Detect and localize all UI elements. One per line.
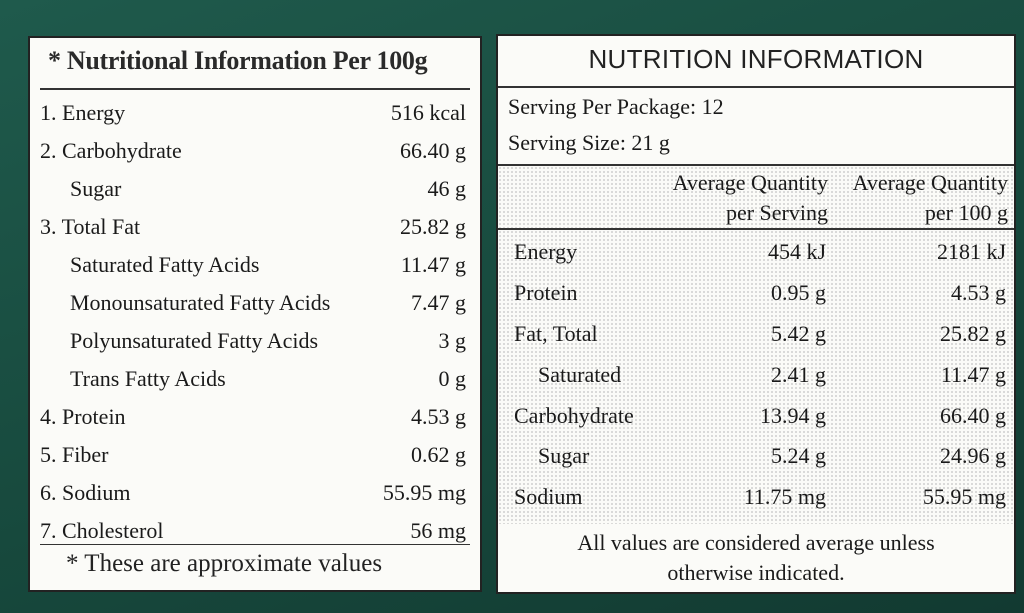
- nutrient-label: 3. Total Fat: [40, 214, 141, 239]
- nutrient-value: 0 g: [438, 366, 467, 391]
- nutrient-row: Trans Fatty Acids 0 g: [40, 360, 466, 398]
- nutrient-value: 7.47 g: [411, 290, 466, 315]
- table-row-label: Fat, Total: [514, 320, 598, 346]
- right-footnote: All values are considered average unless…: [498, 524, 1014, 588]
- nutrient-label: Trans Fatty Acids: [70, 366, 226, 391]
- nutrient-row: Sugar 46 g: [40, 170, 466, 208]
- header-divider: [498, 228, 1014, 230]
- nutrient-label: Sugar: [70, 176, 122, 201]
- nutrient-value: 4.53 g: [411, 404, 466, 429]
- left-panel-title: * Nutritional Information Per 100g: [48, 46, 428, 75]
- right-footnote-line2: otherwise indicated.: [667, 560, 845, 585]
- nutrient-label: 1. Energy: [40, 100, 126, 125]
- nutrient-label: Polyunsaturated Fatty Acids: [70, 328, 319, 353]
- title-divider: [40, 88, 470, 90]
- nutrient-label: 4. Protein: [40, 404, 126, 429]
- table-row: Carbohydrate 13.94 g 66.40 g: [514, 395, 1006, 436]
- per-100g-value: 4.53 g: [951, 280, 1006, 306]
- table-row-label: Carbohydrate: [514, 402, 634, 428]
- per-serving-header-line2: per Serving: [725, 200, 828, 225]
- table-row: Sugar 5.24 g 24.96 g: [514, 436, 1006, 477]
- table-row-label: Saturated: [538, 361, 622, 387]
- nutrition-information-panel: NUTRITION INFORMATION Serving Per Packag…: [496, 34, 1016, 594]
- nutrient-value: 11.47 g: [400, 252, 466, 277]
- per-100g-value: 55.95 mg: [922, 484, 1006, 510]
- per-serving-value: 5.24 g: [771, 443, 826, 469]
- nutrient-label: 7. Cholesterol: [40, 518, 164, 543]
- nutrient-row: 1. Energy 516 kcal: [40, 94, 466, 132]
- serving-size: Serving Size: 21 g: [508, 130, 670, 155]
- per-serving-value: 5.42 g: [771, 320, 826, 346]
- nutrition-per-100g-panel: * Nutritional Information Per 100g 1. En…: [28, 36, 482, 592]
- nutrient-row: 7. Cholesterol 56 mg: [40, 512, 466, 550]
- nutrient-value: 25.82 g: [400, 214, 466, 239]
- serving-divider: [498, 164, 1014, 166]
- per-serving-value: 13.94 g: [760, 402, 826, 428]
- nutrient-value: 516 kcal: [390, 100, 466, 125]
- per-serving-value: 0.95 g: [771, 280, 826, 306]
- table-row-label: Energy: [514, 239, 578, 265]
- per-100g-value: 24.96 g: [940, 443, 1006, 469]
- table-row: Saturated 2.41 g 11.47 g: [514, 354, 1006, 395]
- per-100g-value: 11.47 g: [940, 361, 1006, 387]
- left-nutrient-list: 1. Energy 516 kcal 2. Carbohydrate 66.40 g S…: [40, 94, 466, 550]
- table-row: Energy 454 kJ 2181 kJ: [514, 232, 1006, 273]
- nutrient-value: 56 mg: [410, 518, 466, 543]
- nutrient-label: Monounsaturated Fatty Acids: [70, 290, 331, 315]
- nutrient-row: 5. Fiber 0.62 g: [40, 436, 466, 474]
- per-serving-header: Average Quantity per Serving: [638, 168, 828, 228]
- left-footnote: * These are approximate values: [66, 550, 383, 577]
- nutrient-label: 6. Sodium: [40, 480, 131, 505]
- nutrient-value: 3 g: [438, 328, 467, 353]
- per-100g-value: 2181 kJ: [936, 239, 1006, 265]
- nutrient-value: 66.40 g: [400, 138, 466, 163]
- right-nutrient-table: Energy 454 kJ 2181 kJ Protein 0.95 g 4.53 g Fa…: [514, 232, 1006, 518]
- nutrient-row: 3. Total Fat 25.82 g: [40, 208, 466, 246]
- table-row: Sodium 11.75 mg 55.95 mg: [514, 477, 1006, 518]
- per-serving-value: 2.41 g: [771, 361, 826, 387]
- serving-per-package: Serving Per Package: 12: [508, 94, 724, 119]
- per-serving-value: 454 kJ: [767, 239, 826, 265]
- footnote-divider: [40, 544, 470, 545]
- table-row-label: Sodium: [514, 484, 583, 510]
- nutrient-value: 55.95 mg: [382, 480, 466, 505]
- table-row: Fat, Total 5.42 g 25.82 g: [514, 314, 1006, 355]
- nutrient-label: Saturated Fatty Acids: [70, 252, 260, 277]
- per-100g-value: 66.40 g: [940, 402, 1006, 428]
- nutrient-label: 2. Carbohydrate: [40, 138, 182, 163]
- right-footnote-line1: All values are considered average unless: [577, 530, 935, 555]
- per-serving-value: 11.75 mg: [743, 484, 826, 510]
- per-100g-header: Average Quantity per 100 g: [818, 168, 1008, 228]
- nutrient-row: Saturated Fatty Acids 11.47 g: [40, 246, 466, 284]
- table-row-label: Sugar: [538, 443, 590, 469]
- per-serving-header-line1: Average Quantity: [672, 170, 828, 195]
- nutrient-row: Monounsaturated Fatty Acids 7.47 g: [40, 284, 466, 322]
- nutrient-row: Polyunsaturated Fatty Acids 3 g: [40, 322, 466, 360]
- nutrient-value: 0.62 g: [411, 442, 466, 467]
- per-100g-header-line2: per 100 g: [924, 200, 1008, 225]
- nutrient-row: 6. Sodium 55.95 mg: [40, 474, 466, 512]
- table-row-label: Protein: [514, 280, 578, 306]
- table-row: Protein 0.95 g 4.53 g: [514, 273, 1006, 314]
- per-100g-header-line1: Average Quantity: [852, 170, 1008, 195]
- nutrient-value: 46 g: [427, 176, 467, 201]
- nutrient-row: 2. Carbohydrate 66.40 g: [40, 132, 466, 170]
- right-panel-title: NUTRITION INFORMATION: [588, 44, 924, 74]
- nutrient-label: 5. Fiber: [40, 442, 109, 467]
- per-100g-value: 25.82 g: [940, 320, 1006, 346]
- nutrient-row: 4. Protein 4.53 g: [40, 398, 466, 436]
- right-title-divider: [498, 86, 1014, 88]
